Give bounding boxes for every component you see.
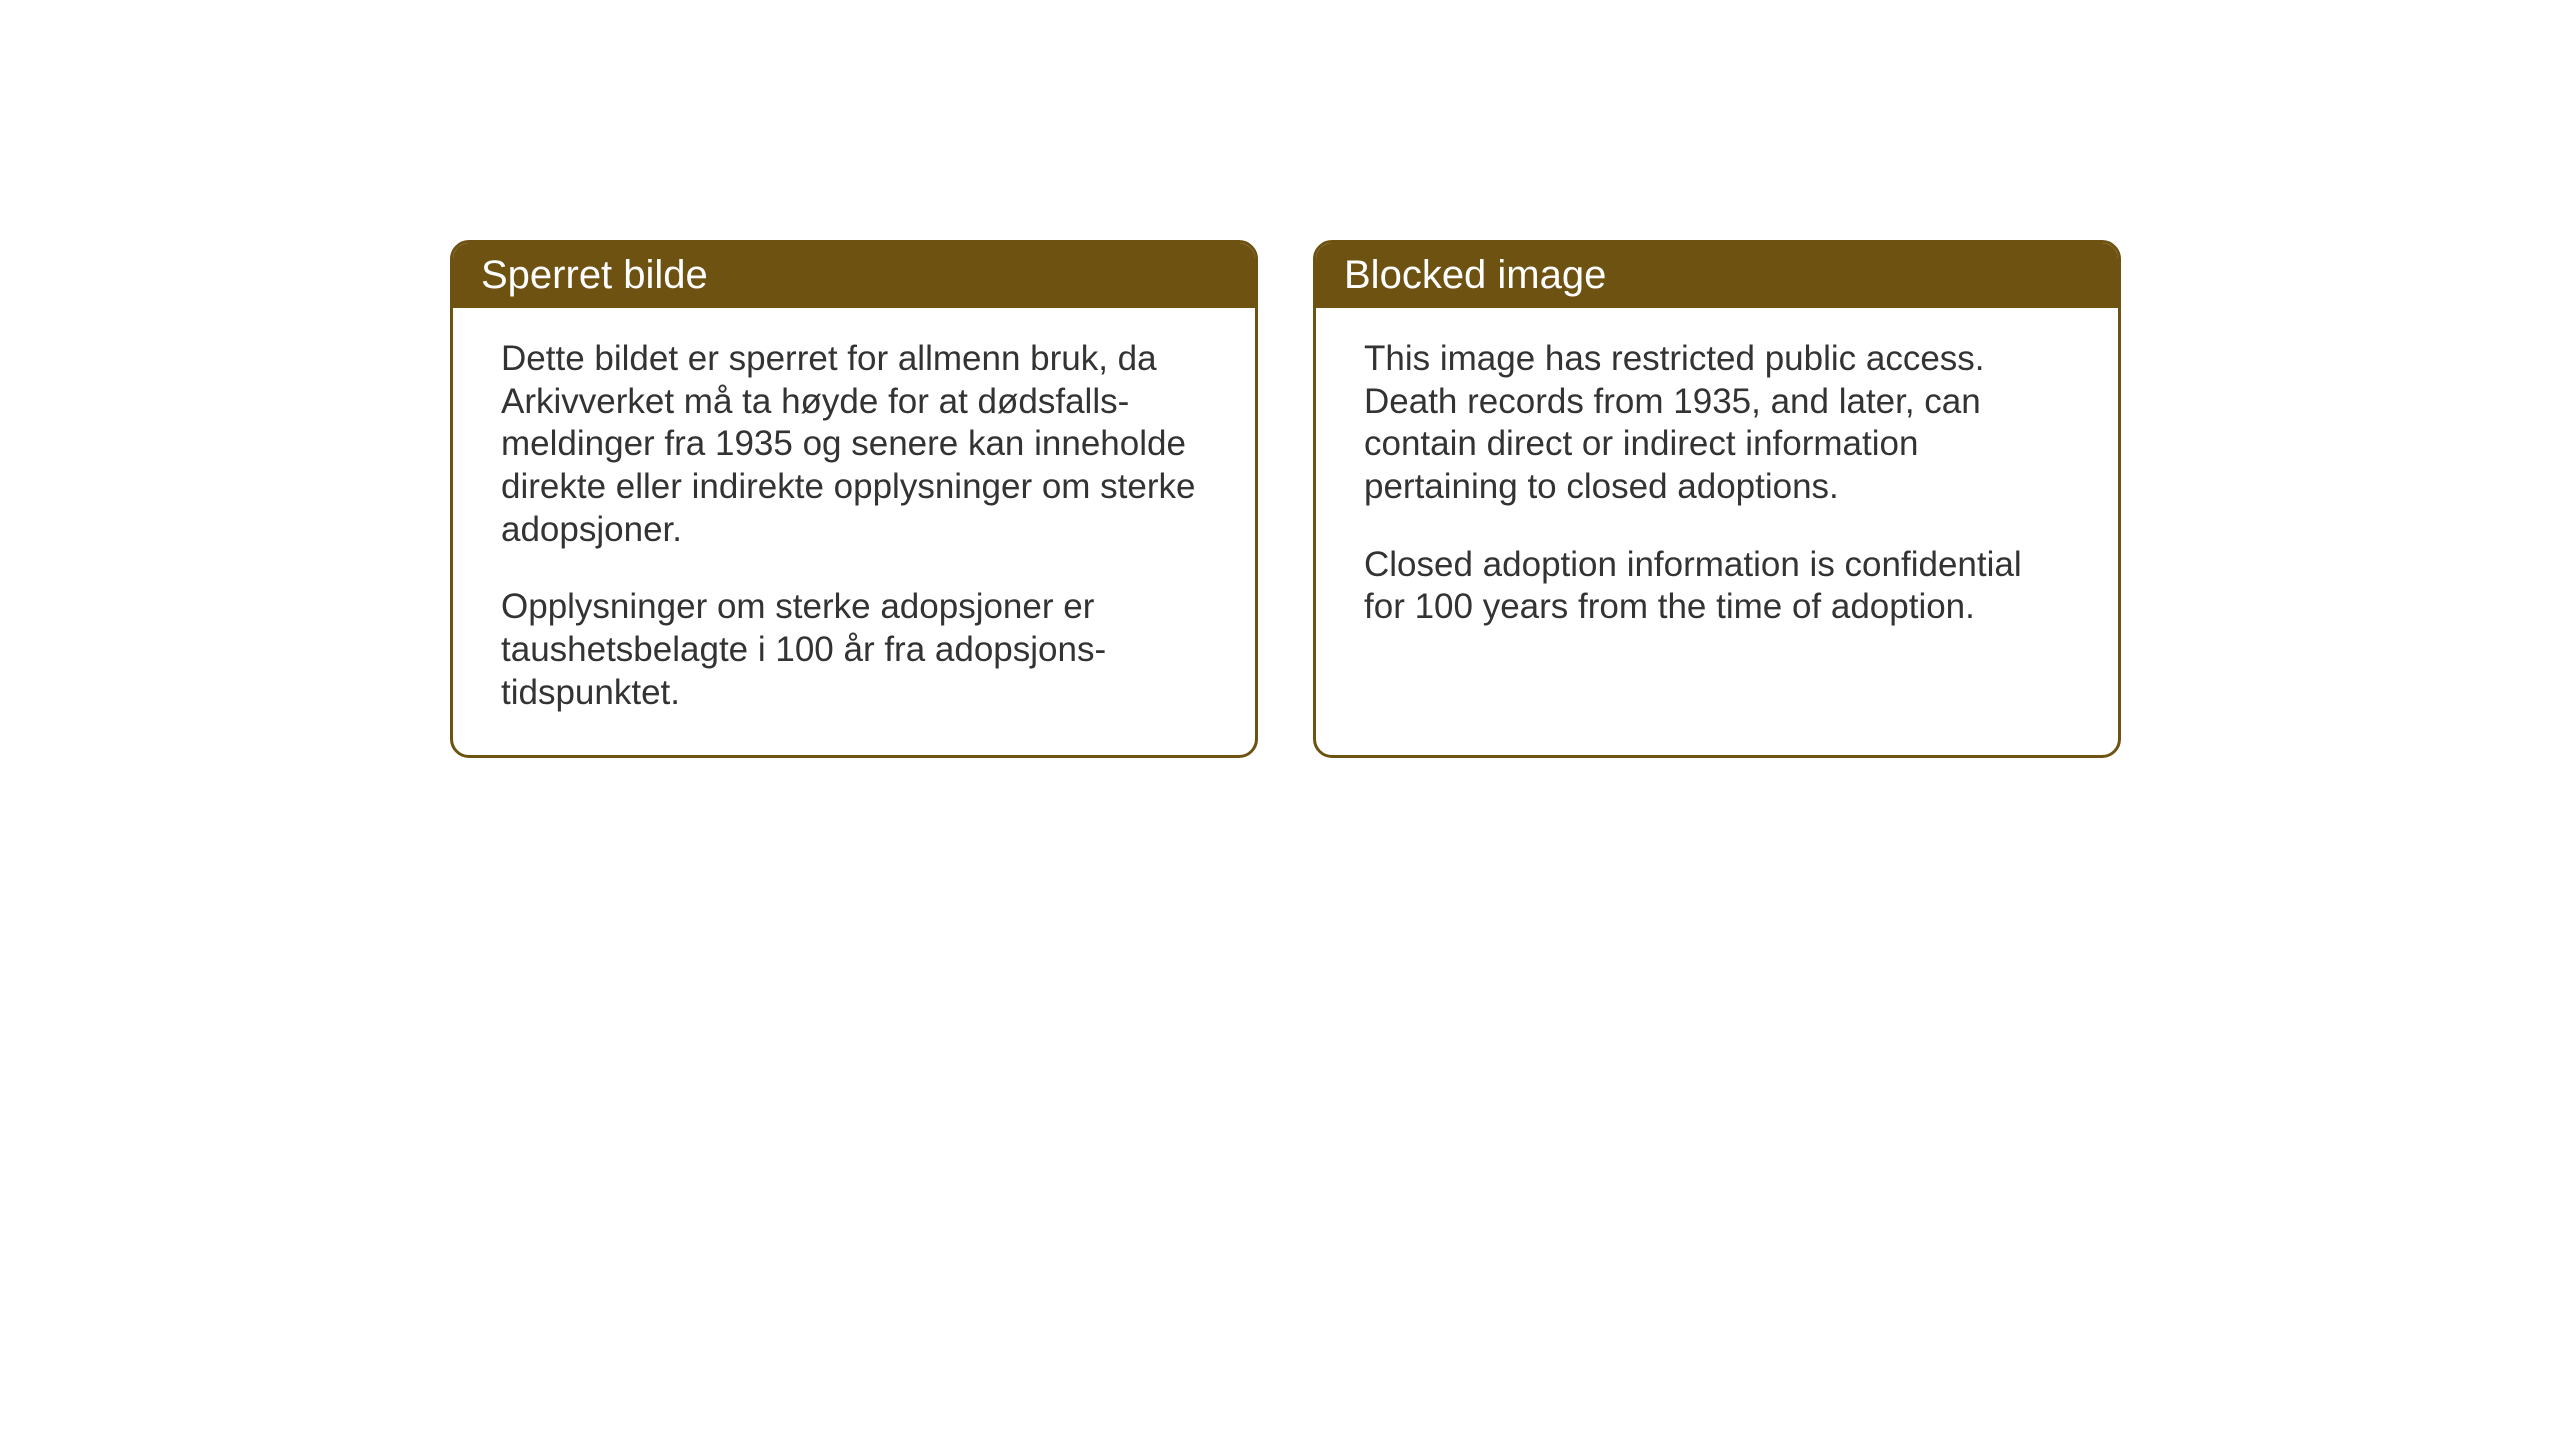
card-header-english: Blocked image: [1316, 243, 2118, 308]
card-paragraph-1: Dette bildet er sperret for allmenn bruk…: [501, 338, 1207, 551]
card-title: Blocked image: [1344, 253, 1606, 297]
card-body-english: This image has restricted public access.…: [1316, 308, 2118, 698]
card-paragraph-1: This image has restricted public access.…: [1364, 338, 2070, 509]
card-paragraph-2: Opplysninger om sterke adopsjoner er tau…: [501, 586, 1207, 714]
blocked-image-card-english: Blocked image This image has restricted …: [1313, 240, 2121, 758]
blocked-image-card-norwegian: Sperret bilde Dette bildet er sperret fo…: [450, 240, 1258, 758]
card-title: Sperret bilde: [481, 253, 708, 297]
card-paragraph-2: Closed adoption information is confident…: [1364, 544, 2070, 629]
card-body-norwegian: Dette bildet er sperret for allmenn bruk…: [453, 308, 1255, 755]
card-header-norwegian: Sperret bilde: [453, 243, 1255, 308]
info-cards-container: Sperret bilde Dette bildet er sperret fo…: [450, 240, 2121, 758]
